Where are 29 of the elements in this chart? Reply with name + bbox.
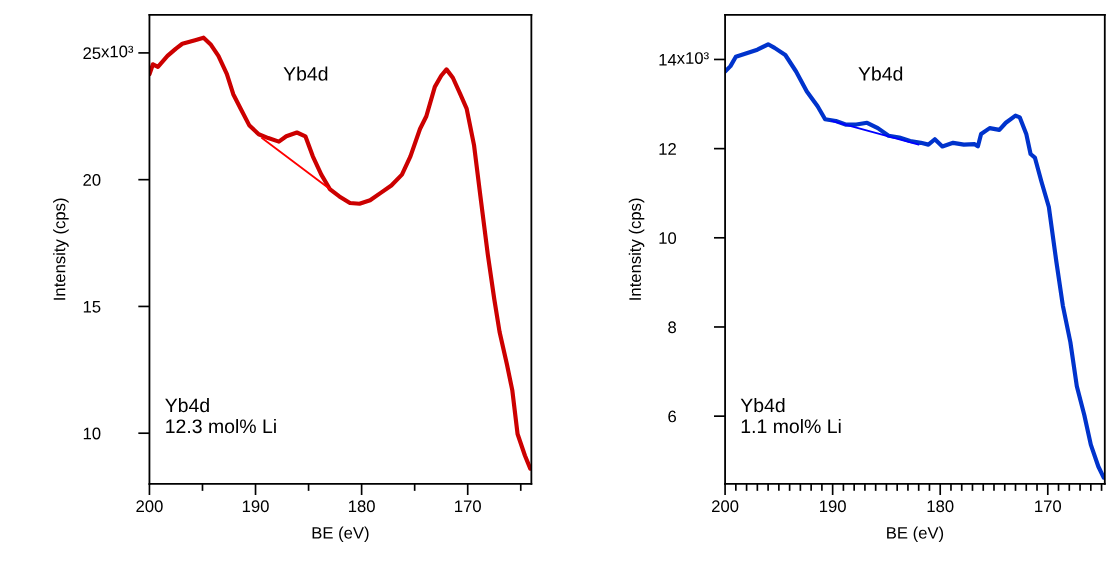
y-tick-label: 20 xyxy=(83,174,101,186)
x-axis-title: BE (eV) xyxy=(312,526,369,543)
y-tick-label: 25 xyxy=(83,47,101,60)
annotation: Yb4d xyxy=(858,66,903,81)
x-tick-label: 200 xyxy=(136,500,163,513)
text: x10³ xyxy=(101,45,134,58)
x-tick-label: 200 xyxy=(712,500,739,513)
x-tick-label: 170 xyxy=(1035,500,1062,513)
annotation: Yb4d xyxy=(283,66,328,81)
y-tick-label: 14 xyxy=(659,54,677,66)
annotation: Yb4d 1.1 mol% Li xyxy=(740,397,841,434)
y-tick-label: 10 xyxy=(83,427,101,440)
y-tick-label: 12 xyxy=(659,143,676,155)
text: x10³ xyxy=(676,52,709,64)
line-series xyxy=(149,35,532,471)
y-tick-label: 8 xyxy=(668,321,677,334)
x-axis-title: BE (eV) xyxy=(887,526,944,543)
x-tick-label: 190 xyxy=(242,500,269,513)
x-tick-label: 190 xyxy=(820,500,846,513)
y-tick-label: 10 xyxy=(659,232,677,244)
y-axis-title: Intensity (cps) xyxy=(628,198,645,300)
x-tick-label: 180 xyxy=(348,500,375,513)
line-series xyxy=(725,42,1105,480)
y-tick-label: 15 xyxy=(83,301,101,313)
x-tick-label: 180 xyxy=(927,500,954,513)
annotation: Yb4d 12.3 mol% Li xyxy=(165,397,276,434)
y-axis-title: Intensity (cps) xyxy=(53,198,69,300)
y-tick-label: 6 xyxy=(668,410,677,423)
x-tick-label: 170 xyxy=(455,500,481,513)
